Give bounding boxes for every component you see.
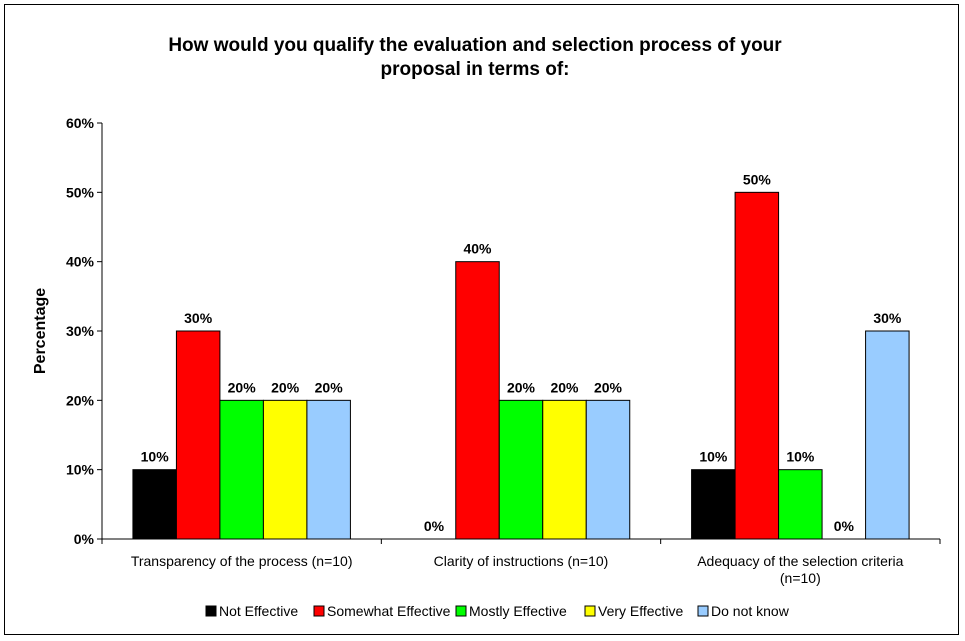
legend-label: Mostly Effective <box>469 603 567 619</box>
chart-frame: How would you qualify the evaluation and… <box>4 4 959 635</box>
data-label: 10% <box>786 449 815 465</box>
data-label: 20% <box>315 379 344 395</box>
data-label: 20% <box>594 379 623 395</box>
bar-somewhat-effective-0 <box>175 330 221 540</box>
bar-do-not-know-2 <box>865 330 910 540</box>
data-label: 40% <box>463 241 492 257</box>
data-label: 0% <box>424 518 445 534</box>
chart-title-line-0: How would you qualify the evaluation and… <box>168 35 782 56</box>
category-label: Clarity of instructions (n=10) <box>434 553 609 569</box>
y-tick-label: 10% <box>66 462 95 478</box>
chart-title: How would you qualify the evaluation and… <box>168 35 782 80</box>
y-tick-label: 50% <box>66 184 95 200</box>
y-tick-label: 40% <box>66 254 95 270</box>
bar-do-not-know-0 <box>306 399 351 540</box>
data-label: 20% <box>271 379 300 395</box>
data-label: 30% <box>184 310 213 326</box>
data-label: 50% <box>743 171 772 187</box>
chart-title-line-1: proposal in terms of: <box>381 59 570 80</box>
y-tick-label: 0% <box>74 531 95 547</box>
y-axis-label-text: Percentage <box>32 288 49 374</box>
legend-label: Not Effective <box>219 603 298 619</box>
y-tick-label: 30% <box>66 323 95 339</box>
bar-mostly-effective-2 <box>778 469 823 540</box>
legend-label: Do not know <box>711 603 790 619</box>
legend-swatch <box>205 605 217 617</box>
bar-mostly-effective-1 <box>498 399 544 540</box>
chart-svg: How would you qualify the evaluation and… <box>32 35 941 619</box>
legend: Not Effective Somewhat Effective Mostly Ef… <box>205 603 790 619</box>
bar-somewhat-effective-2 <box>734 191 780 540</box>
bar-very-effective-0 <box>262 399 308 540</box>
bars <box>132 191 910 540</box>
data-label: 20% <box>550 379 579 395</box>
y-ticks: 0% 10% 20% 30% 40% 50% 60% <box>66 115 102 547</box>
category-labels: Transparency of the process (n=10) Clarit… <box>131 553 904 586</box>
bar-very-effective-1 <box>542 399 587 540</box>
data-label: 10% <box>141 449 170 465</box>
legend-swatch <box>697 605 709 617</box>
category-label: (n=10) <box>780 570 821 586</box>
bar-do-not-know-1 <box>585 399 631 540</box>
bar-mostly-effective-0 <box>219 399 264 540</box>
bar-not-effective-2 <box>691 469 736 540</box>
legend-label: Somewhat Effective <box>327 603 451 619</box>
y-axis-label: Percentage <box>32 288 49 374</box>
category-label: Adequacy of the selection criteria <box>697 553 903 569</box>
data-label: 30% <box>873 310 902 326</box>
data-label: 20% <box>507 379 536 395</box>
category-label: Transparency of the process (n=10) <box>131 553 353 569</box>
y-tick-label: 20% <box>66 392 95 408</box>
y-tick-label: 60% <box>66 115 95 131</box>
data-labels: 10% 30% 20% 20% 20% 0% 40% 20% 20% 20% 10% 50% 10% 0%… <box>141 171 902 534</box>
legend-swatch <box>584 605 596 617</box>
bar-somewhat-effective-1 <box>455 261 500 540</box>
data-label: 10% <box>699 449 728 465</box>
legend-swatch <box>455 605 467 617</box>
legend-label: Very Effective <box>598 603 684 619</box>
legend-swatch <box>313 605 325 617</box>
data-label: 20% <box>228 379 257 395</box>
bar-not-effective-0 <box>132 469 177 540</box>
data-label: 0% <box>834 518 855 534</box>
